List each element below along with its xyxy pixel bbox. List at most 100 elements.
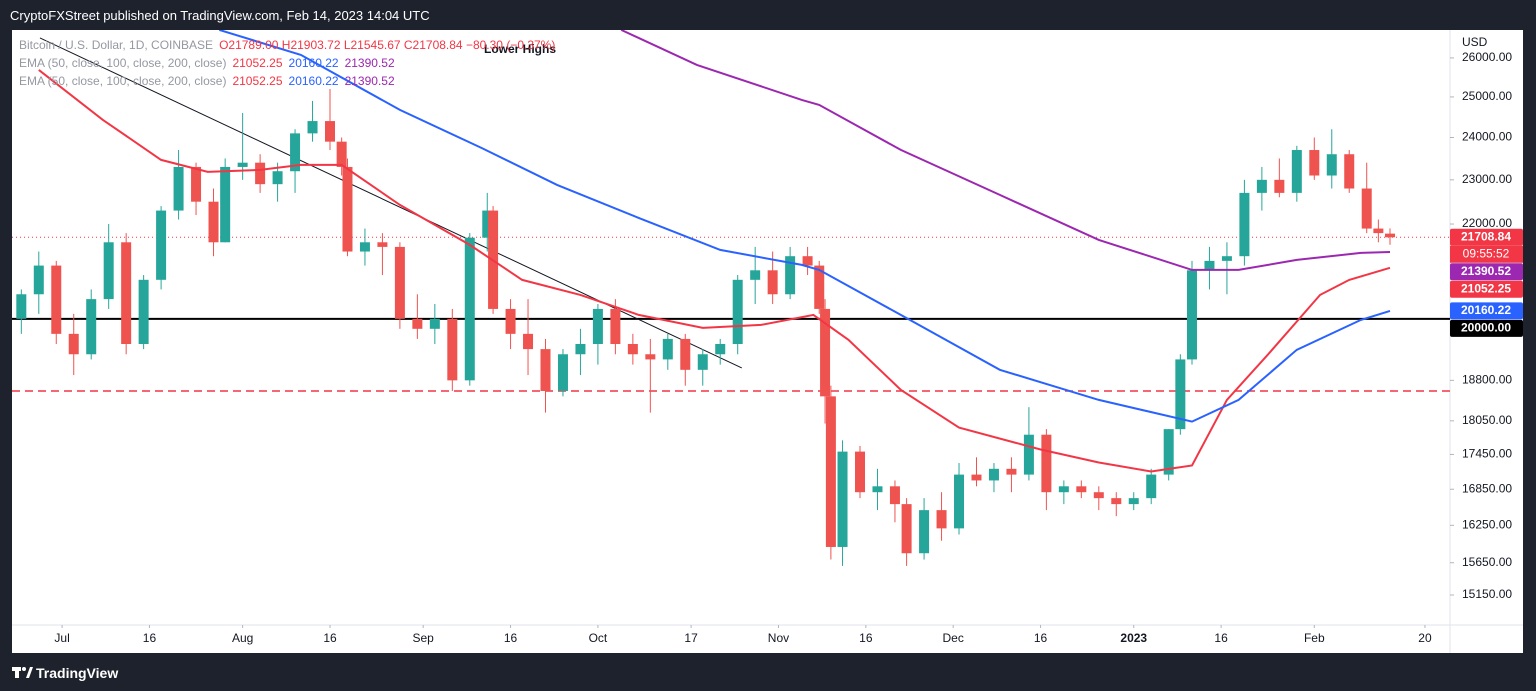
tradingview-logo bbox=[12, 667, 33, 678]
candle-body bbox=[1186, 270, 1197, 360]
candle-body bbox=[592, 308, 603, 344]
x-tick-label: 2023 bbox=[1120, 631, 1147, 645]
indicator-value: 21390.52 bbox=[344, 56, 395, 70]
ema-line bbox=[620, 30, 1391, 271]
logo-part bbox=[26, 667, 33, 678]
candle-body bbox=[767, 270, 778, 295]
candle-body bbox=[1274, 179, 1285, 193]
candle-body bbox=[645, 354, 656, 360]
countdown-box bbox=[1450, 245, 1523, 263]
indicator-value: 20160.22 bbox=[288, 56, 339, 70]
candle-body bbox=[51, 265, 62, 334]
publisher-line: CryptoFXStreet published on TradingView.… bbox=[10, 8, 430, 23]
candle-body bbox=[855, 451, 866, 493]
candle-body bbox=[429, 318, 440, 329]
candle-body bbox=[482, 210, 493, 238]
candle-body bbox=[540, 349, 551, 391]
candle-body bbox=[820, 308, 831, 397]
countdown: 09:55:52 bbox=[1463, 246, 1510, 260]
candle-body bbox=[1175, 359, 1186, 430]
candle-body bbox=[662, 338, 673, 360]
candle-body bbox=[336, 141, 347, 167]
candle-body bbox=[1256, 179, 1267, 193]
x-tick-label: 20 bbox=[1418, 631, 1432, 645]
logo-part bbox=[15, 667, 19, 678]
candle-body bbox=[1163, 429, 1174, 475]
price-label: 20160.22 bbox=[1461, 303, 1511, 317]
ohlc: O21789.00 H21903.72 L21545.67 C21708.84 … bbox=[219, 38, 556, 52]
indicator-value: 21052.25 bbox=[232, 56, 283, 70]
candle-body bbox=[557, 354, 568, 391]
indicator-value: 21052.25 bbox=[232, 74, 283, 88]
candle-body bbox=[1373, 228, 1384, 234]
price-label-box bbox=[1450, 302, 1523, 320]
candle-body bbox=[505, 308, 516, 334]
y-tick-label: 17450.00 bbox=[1462, 447, 1512, 461]
y-tick-label: 23000.00 bbox=[1462, 172, 1512, 186]
price-label: 21052.25 bbox=[1461, 281, 1511, 295]
brand: TradingView bbox=[36, 665, 119, 681]
candle-body bbox=[1291, 150, 1302, 193]
candle-body bbox=[237, 162, 248, 167]
x-tick-label: 16 bbox=[1214, 631, 1228, 645]
ema-line bbox=[219, 30, 1391, 423]
y-tick-label: 15650.00 bbox=[1462, 555, 1512, 569]
x-tick-label: 16 bbox=[859, 631, 873, 645]
candle-body bbox=[954, 474, 965, 529]
candle-body bbox=[1093, 492, 1104, 499]
x-tick-label: 16 bbox=[504, 631, 518, 645]
x-tick-label: Sep bbox=[413, 631, 435, 645]
candle-body bbox=[732, 279, 743, 344]
indicator-label: EMA (50, close, 100, close, 200, close) bbox=[19, 74, 227, 88]
candle-body bbox=[359, 242, 370, 252]
x-tick-label: 16 bbox=[323, 631, 337, 645]
candle-body bbox=[1326, 154, 1337, 176]
indicator-label: EMA (50, close, 100, close, 200, close) bbox=[19, 56, 227, 70]
y-tick-label: 22000.00 bbox=[1462, 216, 1512, 230]
y-tick-label: 25000.00 bbox=[1462, 89, 1512, 103]
candle-body bbox=[156, 210, 167, 280]
candle-body bbox=[971, 474, 982, 481]
candle-body bbox=[1128, 498, 1139, 505]
candle-body bbox=[103, 242, 114, 300]
candle-body bbox=[307, 121, 318, 134]
x-tick-label: 16 bbox=[143, 631, 157, 645]
candle-body bbox=[680, 338, 691, 370]
candle-body bbox=[901, 504, 912, 554]
y-tick-label: 15150.00 bbox=[1462, 587, 1512, 601]
indicator-value: 21390.52 bbox=[344, 74, 395, 88]
candle-body bbox=[138, 279, 149, 344]
currency-label: USD bbox=[1462, 35, 1488, 49]
plot bbox=[12, 30, 1450, 566]
candle-body bbox=[837, 451, 848, 547]
candle-body bbox=[1344, 154, 1355, 189]
indicator-legend: EMA (50, close, 100, close, 200, close) 2… bbox=[19, 56, 395, 70]
indicator-legend: EMA (50, close, 100, close, 200, close) 2… bbox=[19, 74, 395, 88]
candle-body bbox=[255, 162, 266, 185]
candle-body bbox=[785, 256, 796, 295]
ema-line bbox=[38, 69, 1391, 473]
candle-body bbox=[33, 265, 44, 295]
x-tick-label: Feb bbox=[1304, 631, 1325, 645]
candle-body bbox=[1041, 434, 1052, 493]
trendline bbox=[39, 37, 742, 369]
candle-body bbox=[715, 343, 726, 355]
indicator-value: 20160.22 bbox=[288, 74, 339, 88]
candle-body bbox=[523, 333, 534, 350]
candle-body bbox=[325, 121, 336, 142]
price-label: 21708.84 bbox=[1461, 229, 1511, 243]
candle-body bbox=[988, 468, 999, 481]
y-tick-label: 18800.00 bbox=[1462, 373, 1512, 387]
candle-body bbox=[191, 166, 202, 202]
candle-body bbox=[1204, 260, 1215, 271]
candle-body bbox=[272, 171, 283, 185]
candle-body bbox=[412, 318, 423, 329]
candle-body bbox=[1146, 474, 1157, 499]
candle-body bbox=[627, 343, 638, 355]
price-label-box bbox=[1450, 228, 1523, 246]
y-tick-label: 26000.00 bbox=[1462, 50, 1512, 64]
candle-body bbox=[1385, 233, 1396, 238]
candle-body bbox=[936, 510, 947, 529]
y-tick-label: 18050.00 bbox=[1462, 413, 1512, 427]
